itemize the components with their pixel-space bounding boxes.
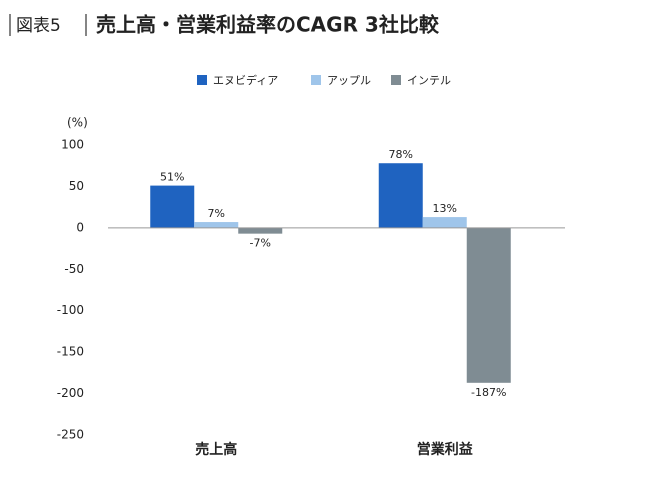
y-tick-label: -250: [57, 428, 84, 442]
x-tick-label: 営業利益: [417, 441, 473, 458]
value-label: 51%: [160, 171, 184, 184]
value-label: -187%: [471, 386, 506, 399]
y-tick-label: -50: [64, 262, 84, 276]
y-tick-label: -100: [57, 303, 84, 317]
bar: [238, 227, 283, 234]
y-tick-label: 0: [76, 220, 84, 234]
bar: [194, 222, 239, 228]
value-label: 7%: [208, 207, 225, 220]
y-tick-label: -150: [57, 345, 84, 359]
legend-label: インテル: [407, 74, 451, 87]
bar: [378, 163, 423, 228]
bar: [150, 185, 195, 228]
value-label: 13%: [433, 202, 457, 215]
legend-label: アップル: [327, 74, 371, 87]
figure-label: 図表5: [16, 16, 61, 36]
chart-title: 売上高・営業利益率のCAGR 3社比較: [96, 13, 440, 37]
y-tick-label: -200: [57, 386, 84, 400]
legend-swatch: [311, 75, 321, 85]
legend-swatch: [391, 75, 401, 85]
value-label: -7%: [250, 237, 271, 250]
y-tick-label: 100: [61, 138, 84, 152]
x-tick-label: 売上高: [195, 441, 237, 458]
legend-swatch: [197, 75, 207, 85]
y-axis-label: (%): [67, 116, 88, 130]
y-tick-label: 50: [69, 179, 84, 193]
legend-label: エヌビディア: [213, 73, 278, 87]
bar: [466, 227, 511, 383]
value-label: 78%: [389, 148, 413, 161]
bar: [422, 217, 467, 228]
